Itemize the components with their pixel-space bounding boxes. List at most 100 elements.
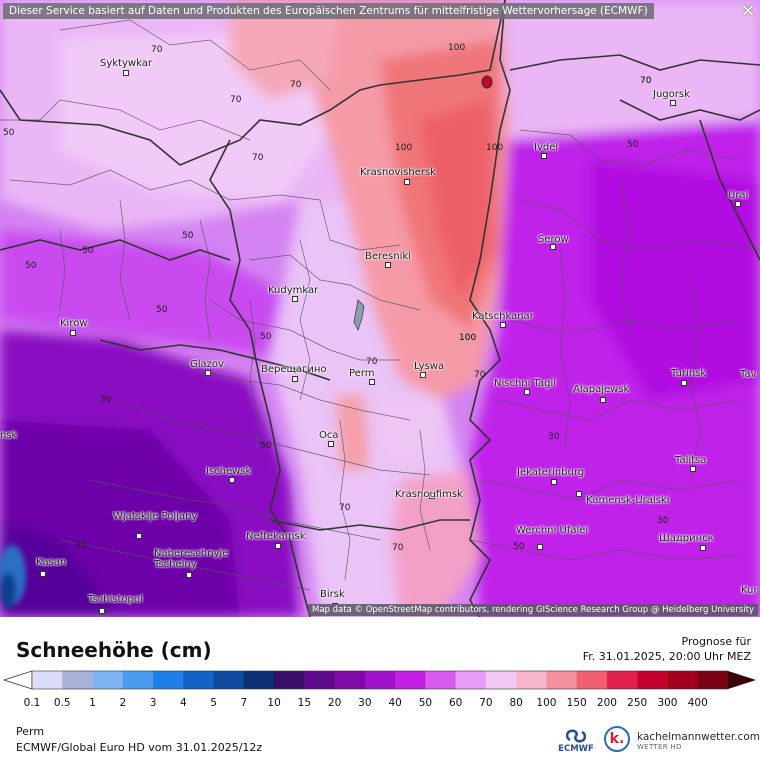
contour-label: 50 xyxy=(260,441,272,451)
city-marker xyxy=(420,372,426,378)
scale-swatch xyxy=(546,671,578,689)
contour-label: 50 xyxy=(182,231,194,241)
scale-tick-label: 4 xyxy=(179,697,187,709)
city-marker xyxy=(576,491,582,497)
scale-tick-label: 150 xyxy=(566,697,587,709)
city-marker xyxy=(524,389,530,395)
scale-swatch xyxy=(274,671,305,689)
scale-tick-label: 0.1 xyxy=(23,697,41,709)
city-marker xyxy=(690,466,696,472)
ecmwf-logo-text: ECMWF xyxy=(558,744,594,754)
city-label-nsk: nsk xyxy=(0,430,18,441)
contour-label: 30 xyxy=(548,432,560,442)
snow-depth-map[interactable]: Dieser Service basiert auf Daten und Pro… xyxy=(0,0,760,617)
scale-overrange-arrow xyxy=(728,671,756,689)
ecmwf-swirl-icon xyxy=(565,729,587,743)
city-marker xyxy=(500,322,506,328)
scale-tick-label: 40 xyxy=(388,697,402,709)
location-name: Perm xyxy=(16,725,45,738)
city-marker xyxy=(328,441,334,447)
city-label-oca: Oca xyxy=(319,430,339,441)
scale-swatch xyxy=(153,671,184,689)
scale-swatch xyxy=(576,671,608,689)
site-name[interactable]: kachelmannwetter.com xyxy=(637,731,760,743)
scale-swatch xyxy=(667,671,699,689)
contour-label: 30 xyxy=(100,395,112,405)
city-label-jekaterinburg: Jekaterinburg xyxy=(517,467,585,478)
scale-tick-label: 400 xyxy=(687,697,708,709)
contour-label: 100 xyxy=(395,143,413,153)
contour-label: 70 xyxy=(252,153,264,163)
scale-swatch xyxy=(637,671,668,689)
site-subtitle: WETTER HD xyxy=(637,743,682,751)
scale-tick-label: 80 xyxy=(509,697,523,709)
city-label-tav: Tav xyxy=(740,369,757,380)
contour-label: 100 xyxy=(459,333,477,343)
kachelmann-logo-icon[interactable]: k. xyxy=(604,726,630,752)
scale-tick-label: 300 xyxy=(657,697,678,709)
city-marker xyxy=(385,262,391,268)
close-icon[interactable]: × xyxy=(740,0,756,21)
contour-label: 100 xyxy=(486,143,504,153)
city-label-perm: Perm xyxy=(349,368,375,379)
contour-label: 30 xyxy=(75,540,87,550)
parameter-title: Schneehöhe (cm) xyxy=(16,638,212,662)
contour-label: 100 xyxy=(448,43,466,53)
scale-swatch xyxy=(32,671,63,689)
contour-label: 70 xyxy=(474,370,486,380)
city-label-serow: Serow xyxy=(538,234,569,245)
scale-swatch xyxy=(183,671,215,689)
scale-tick-label: 20 xyxy=(327,697,342,709)
scale-swatch xyxy=(92,671,124,689)
scale-tick-label: 70 xyxy=(479,697,493,709)
city-label-shadrinsk: Шадринск xyxy=(659,533,714,544)
city-marker xyxy=(700,545,706,551)
scale-tick-label: 200 xyxy=(596,697,617,709)
forecast-label: Prognose für xyxy=(681,635,752,648)
city-label-wjatskije-poljany: Wjatskije Poljany xyxy=(113,511,198,522)
service-notice-banner: Dieser Service basiert auf Daten und Pro… xyxy=(3,3,654,19)
scale-swatch xyxy=(485,671,517,689)
city-label-ischewsk: Ischewsk xyxy=(206,466,252,477)
contour-label: 50 xyxy=(627,140,639,150)
contour-label: 70 xyxy=(290,80,302,90)
scale-swatch xyxy=(122,671,154,689)
city-label-kudymkar: Kudymkar xyxy=(268,285,319,296)
contour-label: 50 xyxy=(3,128,15,138)
contour-label: 50 xyxy=(156,305,168,315)
scale-tick-label: 5 xyxy=(210,697,217,709)
city-marker xyxy=(40,571,46,577)
city-label-jugorsk: Jugorsk xyxy=(653,89,690,100)
scale-tick-label: 1 xyxy=(89,697,96,709)
city-label-talitsa: Talitsa xyxy=(675,455,707,466)
city-label-birsk: Birsk xyxy=(320,589,345,600)
scale-tick-label: 50 xyxy=(418,697,433,709)
city-marker xyxy=(537,544,543,550)
city-marker xyxy=(292,296,298,302)
scale-swatch xyxy=(334,671,366,689)
city-marker xyxy=(123,70,129,76)
city-label-ivdel: Ivdel xyxy=(534,142,559,153)
scale-swatch xyxy=(304,671,336,689)
scale-swatch xyxy=(364,671,396,689)
contour-label: 100 xyxy=(459,333,477,343)
scale-tick-label: 15 xyxy=(297,697,312,709)
contour-label: 70 xyxy=(339,503,351,513)
scale-tick-label: 100 xyxy=(536,697,557,709)
city-marker xyxy=(404,179,410,185)
city-label-nabereschnyje-tschelny: Nabereschnyje Tschelny xyxy=(154,548,229,570)
city-label-krasnoufimsk: Krasnoufimsk xyxy=(395,489,463,500)
scale-swatch xyxy=(62,671,94,689)
scale-tick-label: 30 xyxy=(358,697,372,709)
contour-label: 50 xyxy=(513,542,525,552)
city-marker xyxy=(550,244,556,250)
city-label-neftekamsk: Neftekamsk xyxy=(246,531,306,542)
city-label-urai: Urai xyxy=(728,190,749,201)
city-marker xyxy=(681,380,687,386)
scale-tick-label: 7 xyxy=(240,697,248,709)
scale-tick-label: 0.5 xyxy=(53,697,71,709)
city-label-glazov: Glazov xyxy=(190,359,224,370)
city-marker xyxy=(600,397,606,403)
scale-tick-label: 10 xyxy=(267,697,281,709)
city-label-katschkanar: Katschkanar xyxy=(472,311,534,322)
